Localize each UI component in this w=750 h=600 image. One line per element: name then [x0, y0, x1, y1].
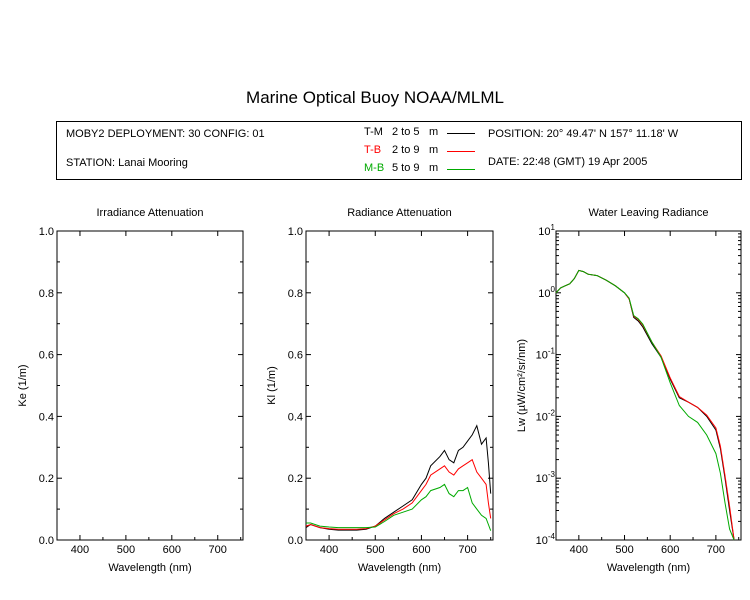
- y-tick-label-0-4: 0.8: [39, 288, 54, 300]
- series-line-1-m-b: [306, 483, 492, 531]
- info-box: MOBY2 DEPLOYMENT: 30 CONFIG: 01 STATION:…: [56, 121, 742, 180]
- chart-title-0: Irradiance Attenuation: [96, 207, 203, 219]
- series-line-2-m-b: [555, 269, 735, 541]
- series-line-1-t-m: [305, 424, 492, 531]
- y-tick-label-2-2: 10-1: [536, 347, 556, 362]
- series-line-1-t-b: [305, 458, 492, 530]
- y-tick-label-2-4: 10-3: [536, 470, 556, 485]
- y-tick-label-2-0: 101: [538, 223, 555, 238]
- legend-line-mb: [447, 169, 475, 170]
- y-tick-label-0-2: 0.4: [39, 411, 54, 423]
- legend-unit-tb: m: [429, 144, 439, 156]
- y-tick-label-0-0: 0.0: [39, 535, 54, 547]
- x-axis-label-0: Wavelength (nm): [108, 562, 191, 574]
- x-tick-label-2-0: 400: [570, 544, 588, 556]
- legend-code-tm: T-M: [364, 126, 383, 138]
- y-axis-label-0: Ke (1/m): [17, 364, 29, 406]
- chart-title-1: Radiance Attenuation: [347, 207, 452, 219]
- y-tick-label-0-3: 0.6: [39, 350, 54, 362]
- y-tick-label-0-1: 0.2: [39, 473, 54, 485]
- y-tick-label-1-3: 0.6: [288, 350, 303, 362]
- legend-code-mb: M-B: [364, 162, 385, 174]
- y-tick-label-1-0: 0.0: [288, 535, 303, 547]
- y-tick-label-2-3: 10-2: [536, 408, 556, 423]
- x-tick-label-2-3: 700: [707, 544, 725, 556]
- y-tick-label-2-5: 10-4: [536, 532, 556, 547]
- series-line-2-t-b: [555, 269, 735, 541]
- x-tick-label-0-0: 400: [71, 544, 89, 556]
- x-tick-label-0-3: 700: [209, 544, 227, 556]
- x-tick-label-2-2: 600: [661, 544, 679, 556]
- deployment-text: MOBY2 DEPLOYMENT: 30 CONFIG: 01: [66, 128, 265, 140]
- y-tick-label-0-5: 1.0: [39, 226, 54, 238]
- y-axis-label-1: Kl (1/m): [266, 366, 278, 405]
- plot-frame-0: [56, 230, 244, 541]
- chart-title-2: Water Leaving Radiance: [588, 207, 708, 219]
- legend-unit-tm: m: [429, 126, 439, 138]
- legend-line-tm: [447, 133, 475, 134]
- y-tick-label-1-2: 0.4: [288, 411, 303, 423]
- x-tick-label-1-3: 700: [458, 544, 476, 556]
- x-tick-label-0-1: 500: [117, 544, 135, 556]
- x-axis-label-1: Wavelength (nm): [358, 562, 441, 574]
- x-tick-label-1-2: 600: [412, 544, 430, 556]
- x-tick-label-2-1: 500: [615, 544, 633, 556]
- station-text: STATION: Lanai Mooring: [66, 157, 188, 169]
- legend-line-tb: [447, 151, 475, 152]
- y-axis-label-2: Lw (µW/cm²/sr/nm): [516, 339, 528, 432]
- x-tick-label-0-2: 600: [163, 544, 181, 556]
- legend-code-tb: T-B: [364, 144, 382, 156]
- series-line-2-t-m: [555, 269, 735, 541]
- position-text: POSITION: 20° 49.47' N 157° 11.18' W: [488, 128, 679, 140]
- page-title: Marine Optical Buoy NOAA/MLML: [246, 88, 504, 107]
- legend-range-tb: 2 to 9: [392, 144, 420, 156]
- y-tick-label-2-1: 100: [538, 285, 555, 300]
- date-text: DATE: 22:48 (GMT) 19 Apr 2005: [488, 156, 648, 168]
- y-tick-label-1-5: 1.0: [288, 226, 303, 238]
- plot-frame-1: [305, 230, 494, 541]
- plot-frame-2: [555, 230, 742, 541]
- legend-range-tm: 2 to 5: [392, 126, 420, 138]
- y-tick-label-1-4: 0.8: [288, 288, 303, 300]
- x-tick-label-1-0: 400: [320, 544, 338, 556]
- legend-unit-mb: m: [429, 162, 439, 174]
- y-tick-label-1-1: 0.2: [288, 473, 303, 485]
- x-axis-label-2: Wavelength (nm): [607, 562, 690, 574]
- x-tick-label-1-1: 500: [366, 544, 384, 556]
- legend-range-mb: 5 to 9: [392, 162, 420, 174]
